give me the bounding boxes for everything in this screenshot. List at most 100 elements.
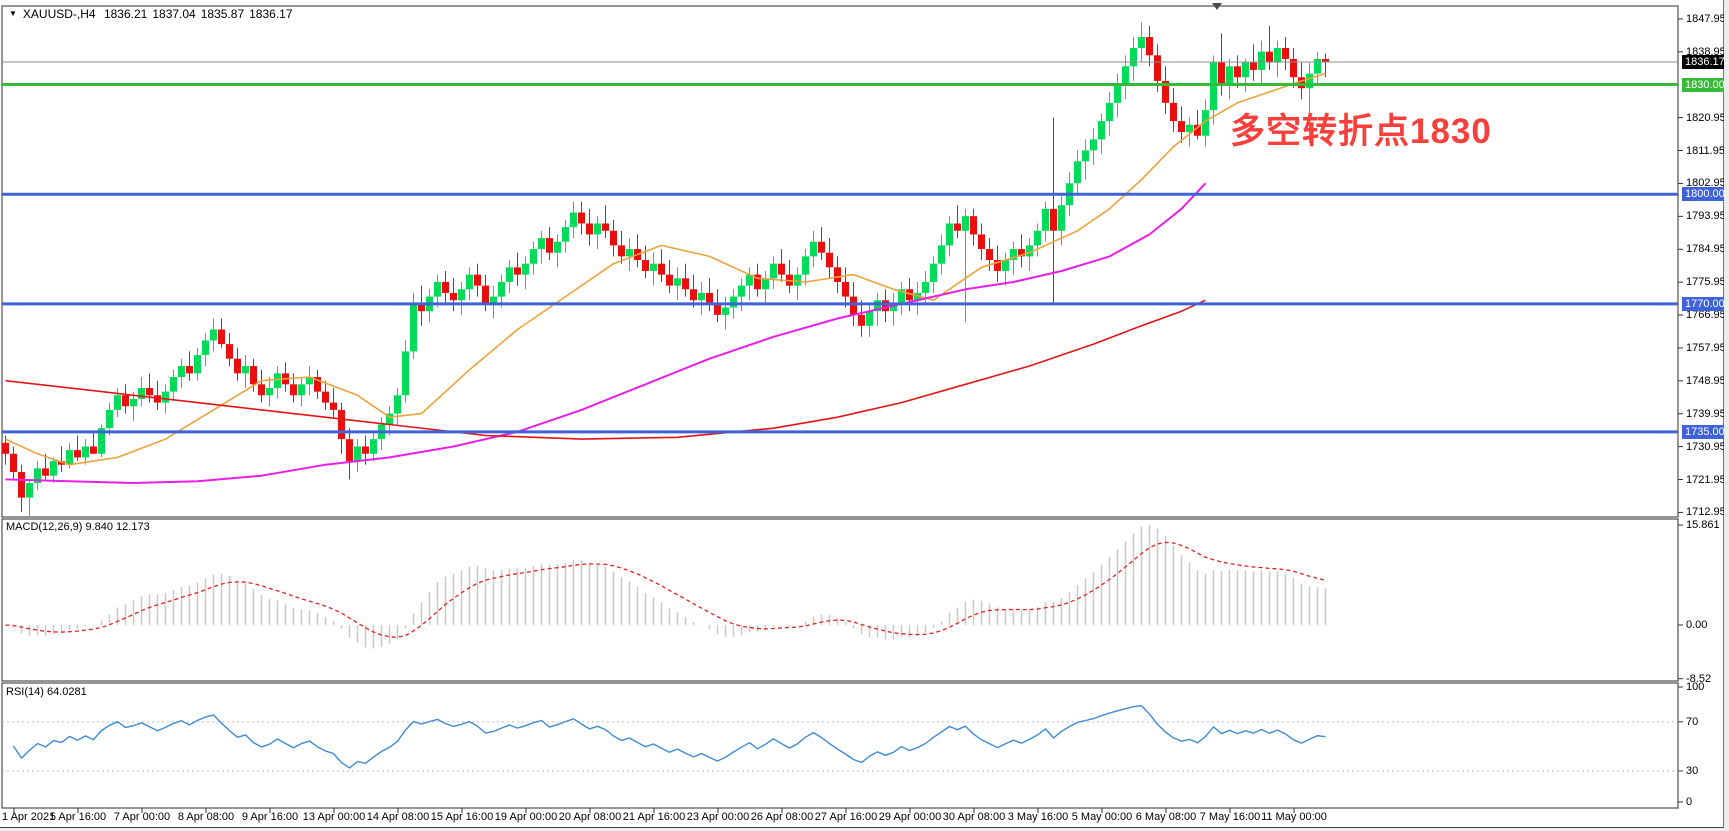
macd-bar: [1156, 528, 1159, 625]
macd-bar: [724, 625, 727, 637]
candle-body: [962, 216, 969, 231]
candle-body: [1170, 102, 1177, 122]
candle: [738, 278, 745, 312]
candle-wick: [133, 391, 134, 421]
price-tick-label: 1739.95: [1686, 407, 1726, 420]
candle-body: [890, 303, 897, 312]
candle: [122, 384, 129, 414]
candle: [530, 241, 537, 275]
price-tick-label: 1721.95: [1686, 473, 1726, 486]
candle-body: [1138, 37, 1145, 48]
macd-bar: [1204, 573, 1207, 625]
price-tick-label: 1775.95: [1686, 276, 1726, 289]
candle-body: [978, 234, 985, 250]
candle-body: [1274, 47, 1281, 63]
macd-bar: [1172, 545, 1175, 625]
candle-body: [930, 263, 937, 282]
macd-bar: [188, 585, 191, 625]
candle: [50, 457, 57, 484]
macd-bar: [132, 600, 135, 625]
candle: [842, 267, 849, 308]
price-tick-label: 1748.95: [1686, 374, 1726, 387]
candle-wick: [965, 208, 966, 323]
candle-body: [394, 395, 401, 414]
candle-body: [722, 307, 729, 315]
candle-body: [1074, 161, 1081, 184]
macd-bar: [388, 625, 391, 645]
symbol-title: ▼ XAUUSD-,H4 1836.21 1837.04 1835.87 1836.17: [9, 7, 298, 21]
main-panel[interactable]: [1, 5, 1679, 518]
macd-panel[interactable]: [1, 518, 1679, 682]
candle: [10, 446, 17, 480]
candle-wick: [605, 205, 606, 239]
macd-bar: [1052, 601, 1055, 625]
macd-bar: [396, 625, 399, 640]
macd-bar: [468, 566, 471, 625]
candle: [306, 366, 313, 396]
candle: [418, 285, 425, 326]
macd-bar: [1068, 592, 1071, 625]
candle-body: [50, 461, 57, 476]
candle-body: [834, 267, 841, 282]
macd-bar: [948, 613, 951, 625]
candle-body: [2, 442, 9, 454]
macd-bar: [1316, 586, 1319, 625]
macd-bar: [764, 625, 767, 631]
candle-body: [418, 303, 425, 312]
candle-body: [362, 446, 369, 454]
macd-bar: [892, 625, 895, 640]
chart-shift-marker[interactable]: [1212, 3, 1222, 10]
candle: [394, 387, 401, 425]
price-tick-label: 1793.95: [1686, 210, 1726, 223]
candle-body: [1114, 84, 1121, 103]
open-value: 1836.21: [103, 7, 148, 21]
candle-body: [26, 483, 33, 498]
candle: [994, 245, 1001, 282]
candle-body: [130, 398, 137, 407]
candle-body: [306, 377, 313, 385]
candle-body: [458, 289, 465, 301]
candle: [202, 333, 209, 367]
price-tick-label: 1820.95: [1686, 111, 1726, 124]
candle: [474, 263, 481, 297]
candle-body: [594, 223, 601, 235]
window-right-edge: [1724, 0, 1729, 831]
rsi-panel[interactable]: [1, 682, 1679, 809]
candle-body: [522, 263, 529, 275]
oscillator-tick-label: 70: [1686, 715, 1699, 728]
candle-body: [194, 355, 201, 374]
macd-bar: [636, 586, 639, 625]
macd-bar: [476, 565, 479, 625]
date-label: 14 Apr 08:00: [366, 811, 430, 823]
candle-body: [242, 366, 249, 374]
macd-bar: [292, 607, 295, 625]
candle-body: [178, 366, 185, 378]
macd-bar: [852, 625, 855, 629]
candle: [186, 351, 193, 381]
macd-bar: [404, 625, 407, 629]
candle-body: [1218, 62, 1225, 85]
macd-bar: [1324, 588, 1327, 625]
candle: [106, 402, 113, 436]
candle-body: [578, 212, 585, 224]
candle-body: [802, 256, 809, 275]
candle: [1082, 139, 1089, 180]
macd-bar: [732, 625, 735, 638]
candle-body: [42, 468, 49, 476]
macd-bar: [68, 625, 71, 631]
candle-body: [1010, 249, 1017, 261]
macd-bar: [860, 625, 863, 635]
candle: [338, 402, 345, 454]
symbol-dropdown-icon[interactable]: ▼: [9, 9, 17, 18]
candle-body: [314, 377, 321, 392]
macd-bar: [332, 621, 335, 625]
macd-bar: [1164, 535, 1167, 625]
candle-body: [162, 391, 169, 403]
date-label: 5 May 00:00: [1071, 811, 1133, 823]
macd-bar: [12, 625, 15, 628]
candle-body: [506, 267, 513, 282]
macd-bar: [620, 577, 623, 625]
candle: [770, 256, 777, 290]
candle-body: [1034, 230, 1041, 246]
